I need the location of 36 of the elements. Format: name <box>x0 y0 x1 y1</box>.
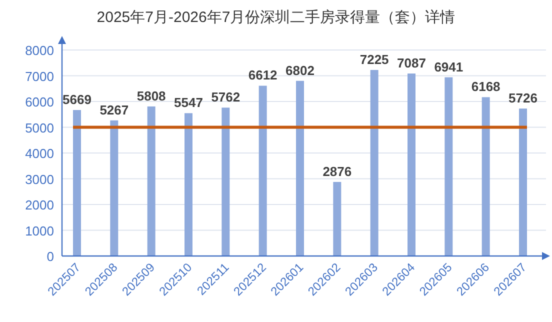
bar <box>110 120 118 256</box>
data-label: 6802 <box>286 62 314 78</box>
y-tick-label: 1000 <box>25 223 54 238</box>
data-label: 6612 <box>248 68 278 83</box>
bar <box>333 182 342 256</box>
y-tick-label: 4000 <box>25 146 54 161</box>
y-tick-label: 3000 <box>25 172 54 187</box>
data-label: 6941 <box>434 59 464 74</box>
chart-title: 2025年7月-2026年7月份深圳二手房录得量（套）详情 <box>96 9 456 26</box>
bar <box>444 77 453 256</box>
y-tick-label: 8000 <box>25 43 54 58</box>
y-tick-label: 6000 <box>25 94 54 110</box>
y-tick-label: 0 <box>46 249 54 264</box>
data-label: 7225 <box>360 52 389 67</box>
bar <box>222 108 230 256</box>
y-tick-label: 2000 <box>25 198 54 212</box>
bar <box>258 86 267 256</box>
bar <box>147 106 156 256</box>
bar <box>370 70 378 256</box>
data-label: 5726 <box>508 90 538 106</box>
y-tick-label: 5000 <box>25 120 54 136</box>
data-label: 5547 <box>174 95 203 110</box>
data-label: 5808 <box>136 88 166 104</box>
data-label: 6168 <box>471 79 500 94</box>
bar <box>296 80 304 256</box>
bar <box>73 110 81 256</box>
bar <box>184 113 192 256</box>
data-label: 5762 <box>211 90 240 105</box>
bar <box>482 97 490 256</box>
data-label: 2876 <box>322 164 352 179</box>
bar <box>519 108 527 256</box>
data-label: 7087 <box>397 56 426 71</box>
data-label: 5267 <box>100 102 129 118</box>
y-tick-label: 7000 <box>25 68 54 84</box>
bar <box>408 74 416 256</box>
data-label: 5669 <box>62 92 92 108</box>
